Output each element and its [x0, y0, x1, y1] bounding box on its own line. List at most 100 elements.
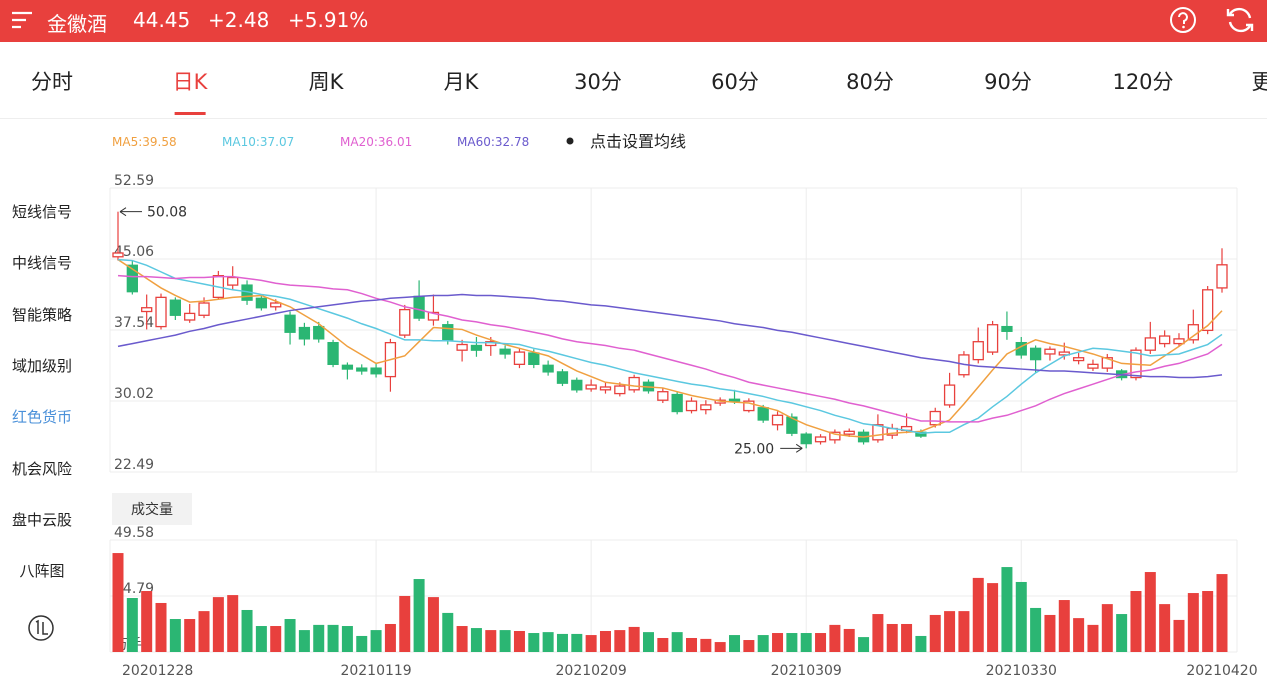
candle-body: [456, 343, 468, 351]
sidebar-item[interactable]: 红色货币: [11, 408, 72, 427]
volume-title-box: [112, 493, 192, 525]
candle-body: [757, 407, 769, 421]
volume-bar: [700, 638, 712, 652]
period-tab[interactable]: 更: [1251, 70, 1267, 94]
x-tick-label: 20210420: [1186, 663, 1257, 679]
volume-bar: [915, 635, 927, 652]
ma-line: [117, 258, 1223, 438]
period-tab[interactable]: 80分: [846, 70, 894, 94]
period-tab[interactable]: 60分: [711, 70, 759, 94]
sidebar-icon[interactable]: [26, 613, 56, 643]
period-tabs: 分时 日K 周K 月K 30分 60分 80分 90分 120分 更: [0, 42, 1267, 119]
sidebar-item[interactable]: 域加级别: [11, 356, 72, 375]
period-tab[interactable]: 90分: [984, 70, 1032, 94]
sidebar-item[interactable]: 短线信号: [11, 203, 72, 221]
volume-bar: [614, 630, 626, 652]
candle-body: [198, 302, 210, 316]
stock-name: 金徽酒: [47, 12, 107, 36]
candle-body: [141, 307, 153, 313]
volume-bar: [815, 633, 827, 652]
volume-bar: [858, 637, 870, 652]
period-tab[interactable]: 月K: [443, 70, 479, 94]
ma-line: [117, 293, 1223, 379]
volume-bar: [241, 609, 253, 652]
x-tick-label: 20210119: [340, 663, 411, 679]
candle-body: [700, 404, 712, 411]
volume-bar: [901, 623, 913, 652]
volume-bar: [155, 602, 167, 652]
candle-body: [1144, 337, 1156, 351]
volume-bar: [1044, 614, 1056, 652]
candle-body: [771, 414, 784, 426]
sidebar-item[interactable]: 盘中云股: [11, 510, 72, 529]
sidebar-item[interactable]: 智能策略: [11, 305, 72, 324]
volume-bar: [1073, 618, 1085, 652]
period-tab[interactable]: 分时: [31, 70, 73, 94]
sidebar-item[interactable]: 机会风险: [11, 459, 72, 478]
candle-body: [786, 416, 798, 434]
legend-entry: MA20:36.01: [340, 135, 412, 149]
period-tab[interactable]: 120分: [1112, 70, 1174, 94]
candle-body: [915, 431, 927, 437]
volume-bar: [284, 619, 296, 652]
candle-body: [499, 348, 511, 355]
x-tick-label: 20201228: [122, 663, 193, 679]
volume-bar: [786, 633, 798, 652]
volume-bar: [1173, 619, 1185, 652]
volume-bar: [958, 611, 970, 652]
volume-bar: [399, 595, 411, 652]
volume-bar: [528, 633, 540, 652]
candle-body: [1058, 351, 1070, 356]
y-tick-label: 52.59: [114, 173, 154, 189]
volume-bar: [270, 626, 282, 652]
volume-bar: [126, 598, 138, 652]
volume-bar: [671, 632, 683, 652]
y-tick-label: 49.58: [114, 525, 154, 541]
volume-bar: [1144, 572, 1156, 652]
candle-body: [843, 430, 855, 435]
candle-body: [356, 367, 368, 372]
volume-bar: [929, 614, 941, 652]
volume-bar: [800, 633, 812, 652]
x-tick-label: 20210309: [771, 663, 842, 679]
period-tab[interactable]: 30分: [574, 70, 622, 94]
period-tab[interactable]: 日K: [173, 66, 207, 115]
candle-body: [814, 436, 827, 443]
price-change-pct: +5.91%: [288, 8, 369, 32]
ma-line: [117, 258, 1223, 434]
volume-bar: [169, 619, 181, 652]
volume-bar: [413, 579, 425, 652]
candle-body: [1087, 363, 1099, 369]
volume-bar: [1187, 593, 1199, 652]
y-tick-label: 37.54: [114, 315, 154, 331]
candle-body: [614, 385, 626, 395]
legend-entry: MA5:39.58: [112, 135, 177, 149]
candle-body: [1029, 347, 1042, 361]
volume-bar: [1116, 614, 1128, 652]
candle-body: [284, 314, 296, 333]
volume-bar: [499, 630, 511, 652]
candle-body: [413, 295, 425, 319]
volume-bar: [542, 632, 554, 652]
help-icon[interactable]: [1168, 5, 1198, 35]
ma-settings[interactable]: 点击设置均线: [590, 132, 686, 151]
candle-body: [155, 296, 167, 328]
menu-icon[interactable]: [10, 9, 34, 33]
candle-body: [685, 400, 698, 412]
candle-body: [986, 324, 999, 353]
candle-body: [1173, 338, 1185, 345]
annotation-arrowhead: [795, 443, 803, 453]
candle-body: [327, 341, 339, 365]
sidebar-item[interactable]: 中线信号: [11, 254, 72, 273]
sidebar-item[interactable]: 八阵图: [19, 562, 65, 581]
candle-body: [399, 308, 411, 336]
candle-body: [1158, 335, 1171, 345]
period-tab[interactable]: 周K: [308, 70, 344, 94]
volume-bar: [829, 624, 841, 652]
candle-body: [470, 344, 483, 351]
candle-body: [972, 341, 984, 361]
refresh-icon[interactable]: [1224, 4, 1256, 36]
volume-bar: [972, 577, 984, 652]
y-tick-label: 30.02: [114, 386, 154, 402]
candle-body: [528, 352, 540, 365]
